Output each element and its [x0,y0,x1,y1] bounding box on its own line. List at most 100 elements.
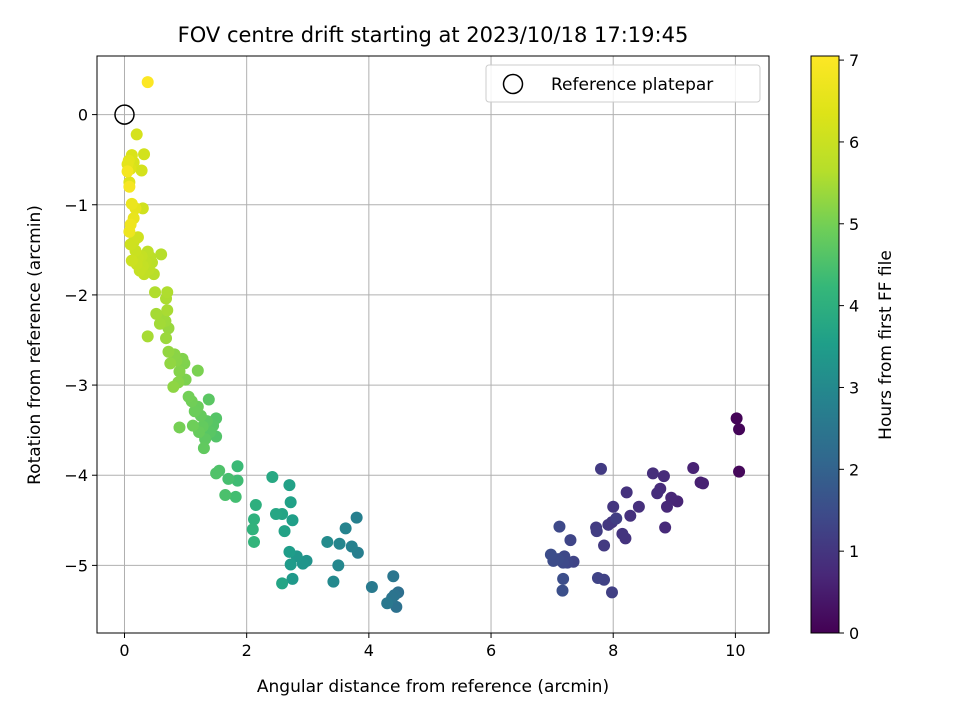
x-axis-label: Angular distance from reference (arcmin) [257,677,609,697]
data-point [697,477,710,490]
data-point [210,467,223,480]
data-point [620,486,633,499]
y-tick-label: −2 [64,286,88,305]
data-point [332,559,345,572]
data-point [365,581,378,594]
legend: Reference platepar [485,64,761,103]
data-point [269,507,282,520]
data-point [553,520,566,533]
y-tick-label: 0 [78,106,88,125]
data-point [162,345,175,358]
data-point [278,525,291,538]
data-point [131,231,144,244]
data-point [605,586,618,599]
y-tick-label: −5 [64,556,88,575]
data-point [657,470,670,483]
grid-lines [97,56,769,633]
data-point [556,584,569,597]
data-point [231,460,244,473]
data-point [153,317,166,330]
colorbar-tick-label: 7 [849,51,859,70]
y-tick-label: −1 [64,196,88,215]
colorbar-label: Hours from first FF file [876,250,896,440]
data-point [624,509,637,522]
colorbar-gradient [811,56,839,633]
data-point [651,487,664,500]
data-point [591,572,604,585]
x-tick-label: 8 [608,641,618,660]
data-point [381,597,394,610]
data-point [125,197,138,210]
data-point [660,500,673,513]
x-tick-label: 4 [364,641,374,660]
x-tick-label: 0 [119,641,129,660]
data-point [733,465,746,478]
data-point [333,537,346,550]
data-point [327,575,340,588]
data-point [248,535,261,548]
data-point [161,304,174,317]
x-tick-label: 6 [486,641,496,660]
data-point [616,527,629,540]
data-point [173,421,186,434]
data-point [191,364,204,377]
data-point [276,577,289,590]
data-point [248,513,261,526]
data-point [160,332,173,345]
colorbar-tick-label: 6 [849,133,859,152]
data-point [219,489,232,502]
data-point [186,419,199,432]
data-point [632,500,645,513]
data-point [141,330,154,343]
y-axis-ticks: 0 −1 −2 −3 −4 −5 [64,106,97,575]
axes-frame [96,55,770,634]
data-point [150,307,163,320]
data-point [246,523,259,536]
colorbar-tick-label: 4 [849,297,859,316]
x-tick-label: 10 [725,641,745,660]
data-point [387,570,400,583]
data-point [138,148,151,161]
data-point [123,180,136,193]
data-point [607,500,620,513]
legend-label: Reference platepar [551,75,713,95]
data-point [283,479,296,492]
data-point [266,471,279,484]
data-point [229,490,242,503]
data-point [124,238,137,251]
colorbar-tick-label: 2 [849,460,859,479]
data-point [222,472,235,485]
colorbar-tick-label: 0 [849,624,859,643]
data-point [390,600,403,613]
reference-marker [114,104,135,125]
data-point [149,286,162,299]
scatter-points [121,76,746,613]
data-point [202,393,215,406]
data-point [321,535,334,548]
colorbar-frame [810,55,840,634]
data-point [155,248,168,261]
data-point [646,467,659,480]
data-point [284,558,297,571]
data-point [687,462,700,475]
legend-box [485,64,761,103]
x-tick-label: 2 [242,641,252,660]
data-point [339,522,352,535]
data-point [564,534,577,547]
data-point [130,128,143,141]
y-tick-label: −3 [64,376,88,395]
chart-title: FOV centre drift starting at 2023/10/18 … [178,23,689,47]
y-tick-label: −4 [64,466,88,485]
data-point [598,539,611,552]
x-axis-ticks: 0 2 4 6 8 10 [119,633,746,660]
data-point [286,514,299,527]
data-point [733,423,746,436]
data-point [249,498,262,511]
data-point [665,491,678,504]
data-point [167,380,180,393]
data-point [135,164,148,177]
y-axis-label: Rotation from reference (arcmin) [25,205,45,485]
colorbar: 0 1 2 3 4 5 6 7 Hours from first FF file [810,51,896,643]
data-point [164,357,177,370]
data-point [182,390,195,403]
